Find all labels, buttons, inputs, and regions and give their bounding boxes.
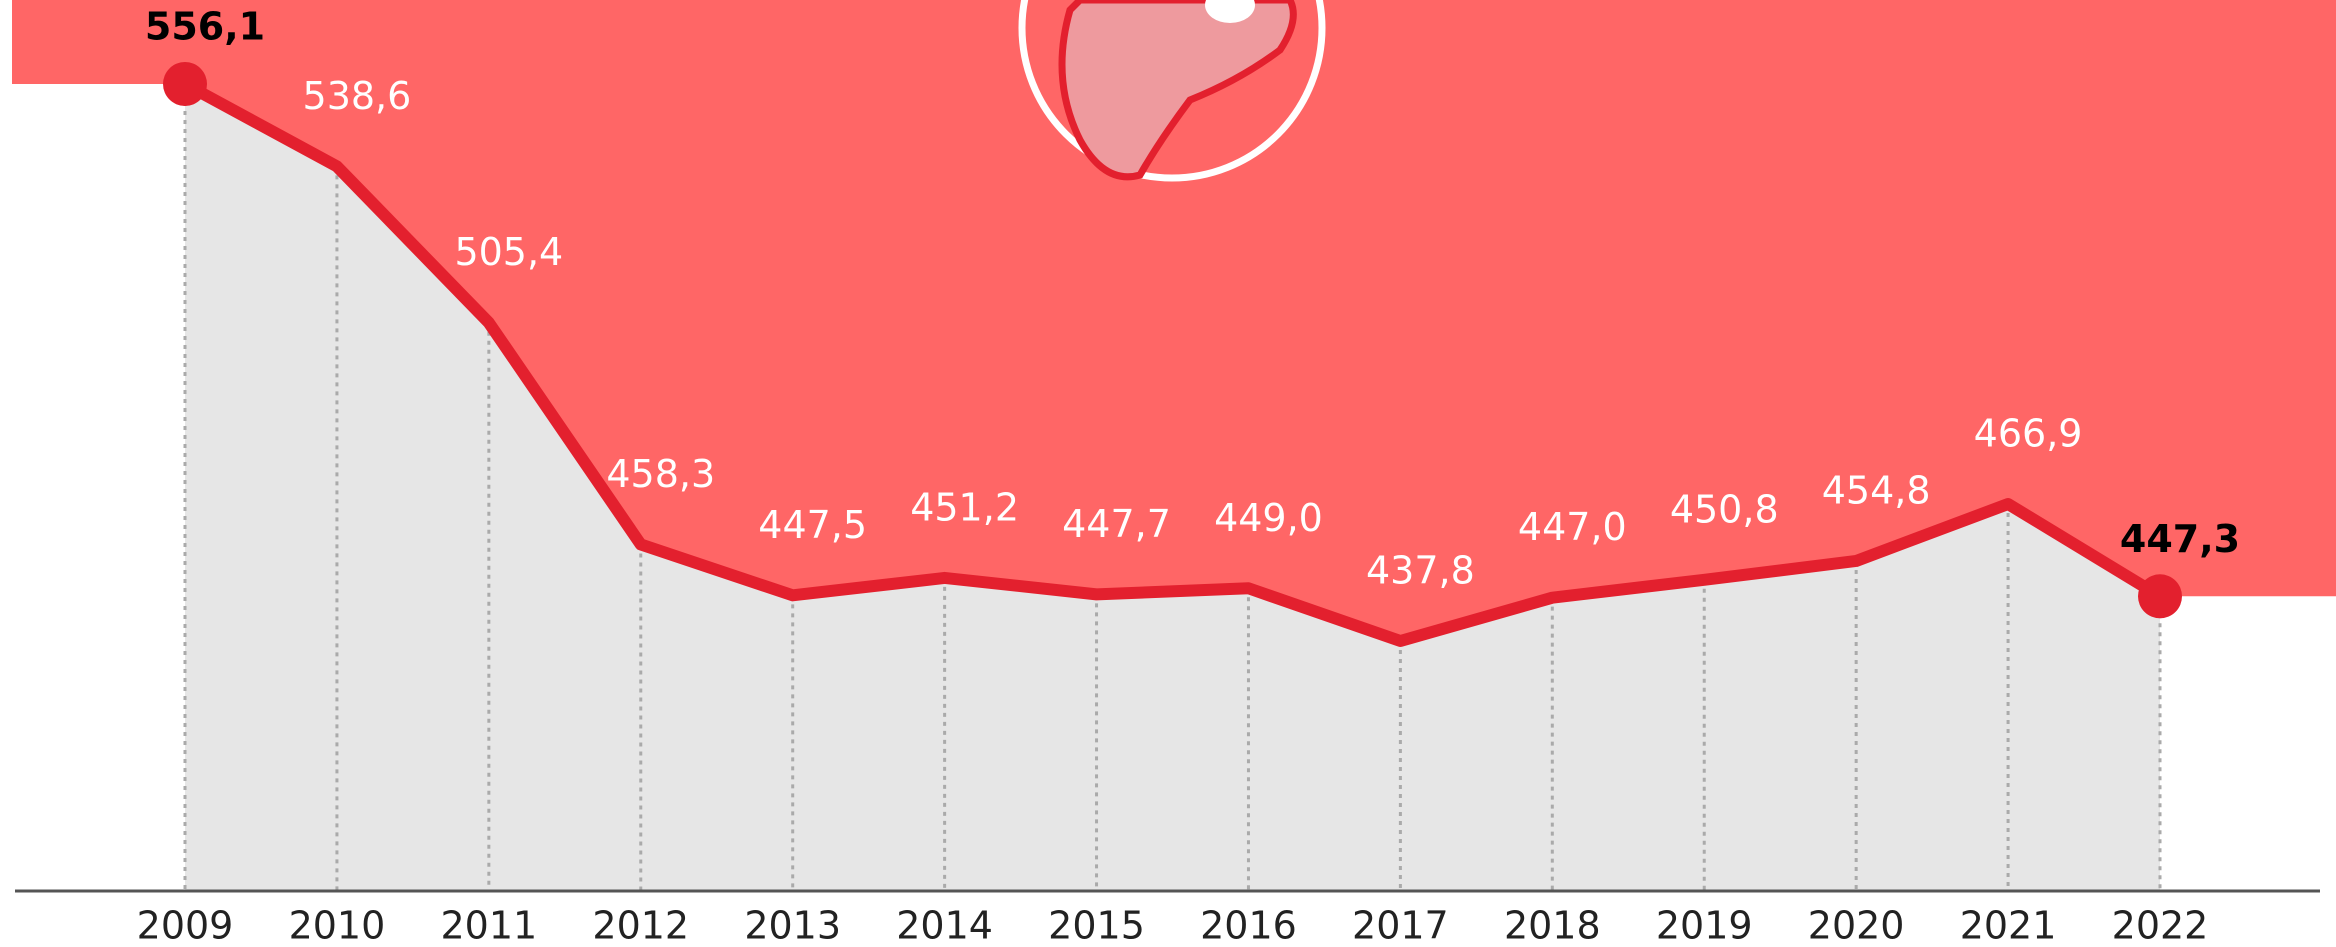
value-label: 454,8: [1822, 468, 1931, 512]
x-tick-label: 2021: [1960, 904, 2057, 947]
end-point: [2138, 574, 2182, 618]
value-label: 451,2: [910, 485, 1019, 529]
x-tick-label: 2018: [1504, 904, 1601, 947]
x-tick-label: 2019: [1656, 904, 1753, 947]
x-tick-label: 2013: [744, 904, 841, 947]
value-label: 447,7: [1062, 502, 1171, 546]
x-tick-label: 2009: [137, 904, 234, 947]
value-label: 450,8: [1670, 487, 1779, 531]
x-tick-label: 2012: [592, 904, 689, 947]
value-label: 466,9: [1974, 411, 2083, 455]
x-tick-label: 2010: [289, 904, 386, 947]
value-label: 447,5: [758, 503, 867, 547]
value-label: 505,4: [454, 230, 563, 274]
end-point: [163, 62, 207, 106]
value-label: 447,3: [2120, 517, 2240, 561]
x-tick-label: 2015: [1048, 904, 1145, 947]
value-label: 556,1: [145, 5, 265, 49]
x-tick-label: 2016: [1200, 904, 1297, 947]
value-label: 458,3: [606, 452, 715, 496]
x-tick-label: 2020: [1808, 904, 1905, 947]
chart: 556,1 538,6 505,4 458,3 447,5 451,2 447,7 449,0…: [0, 0, 2336, 947]
value-label: 437,8: [1366, 549, 1475, 593]
x-tick-label: 2022: [2112, 904, 2209, 947]
x-tick-label: 2017: [1352, 904, 1449, 947]
value-label: 449,0: [1214, 496, 1323, 540]
value-label: 538,6: [303, 74, 412, 118]
x-tick-label: 2014: [896, 904, 993, 947]
x-tick-label: 2011: [440, 904, 537, 947]
value-label: 447,0: [1518, 505, 1627, 549]
